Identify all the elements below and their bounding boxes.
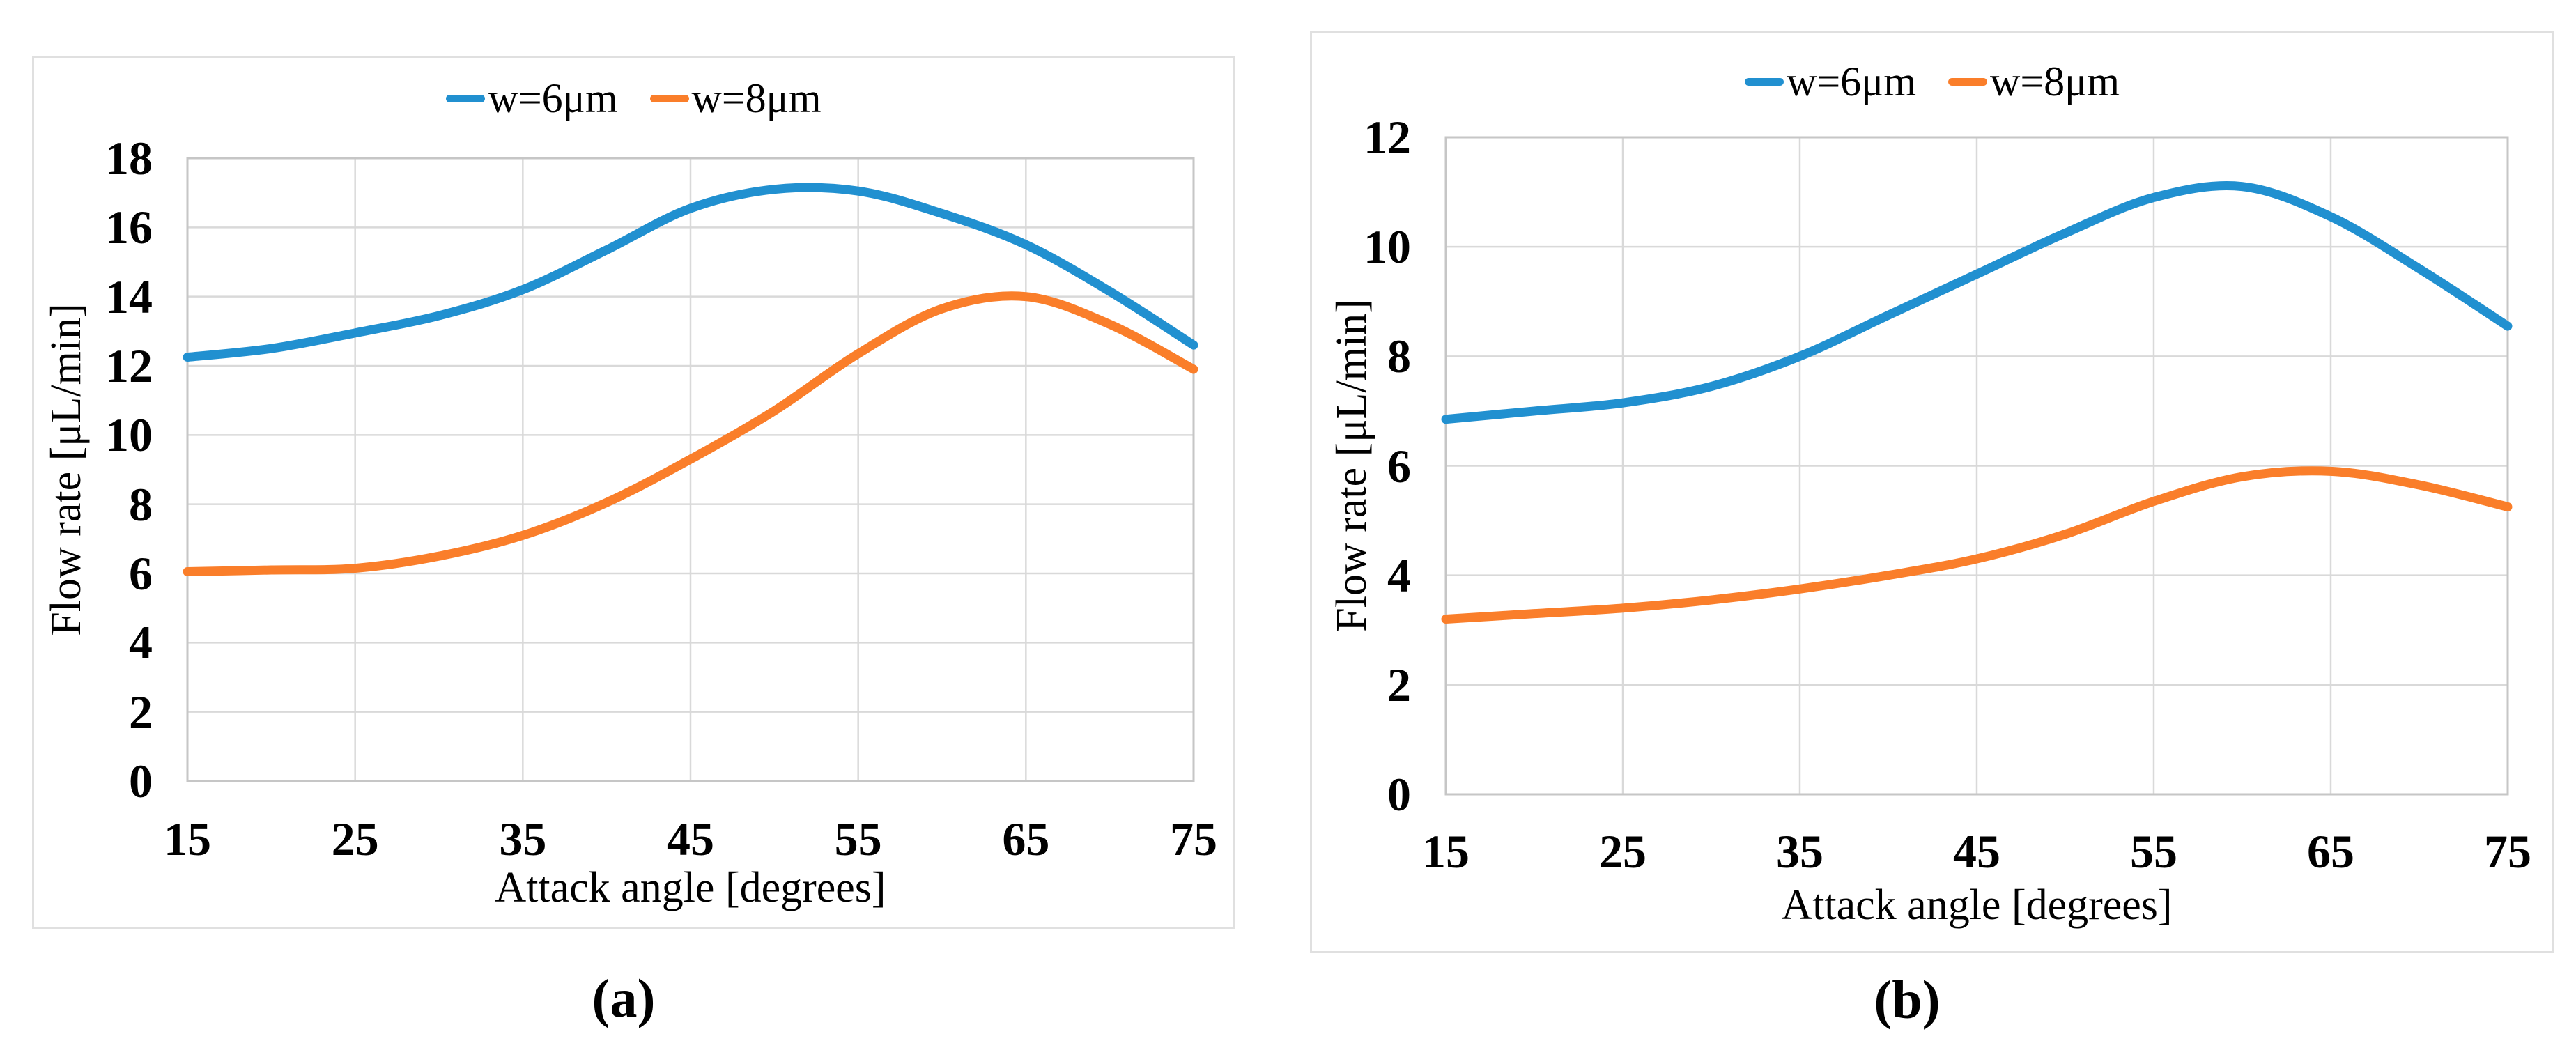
- y-tick-label: 4: [129, 616, 153, 670]
- x-tick-label: 35: [1776, 825, 1823, 878]
- y-tick-label: 10: [105, 408, 153, 462]
- x-tick-label: 75: [2484, 825, 2531, 878]
- legend-label: w=8μm: [1990, 59, 2120, 105]
- legend-item: w=8μm: [1948, 59, 2120, 104]
- y-tick-label: 6: [1387, 439, 1411, 493]
- legend-label: w=6μm: [1786, 59, 1916, 105]
- x-tick-label: 15: [1422, 825, 1470, 878]
- plot-border: [186, 157, 1195, 782]
- y-tick-label: 12: [1364, 111, 1411, 164]
- plot-border: [1444, 136, 2509, 796]
- series-line-w6: [1441, 181, 2513, 424]
- series-line-w6: [183, 183, 1198, 362]
- legend-line-swatch: [1744, 77, 1784, 86]
- x-axis-title: Attack angle [degrees]: [495, 864, 886, 911]
- y-tick-label: 18: [105, 132, 153, 185]
- y-tick-label: 12: [105, 339, 153, 392]
- legend: w=6μm w=8μm: [34, 76, 1233, 121]
- x-tick-label: 35: [499, 812, 547, 865]
- x-tick-label: 55: [834, 812, 882, 865]
- y-tick-label: 6: [129, 547, 153, 600]
- legend-item: w=8μm: [649, 75, 822, 121]
- plot-area: [183, 157, 1198, 782]
- plot-area: [1441, 136, 2513, 796]
- subfigure-caption-b: (b): [1874, 969, 1941, 1030]
- x-tick-label: 45: [667, 812, 714, 865]
- chart-panel-a: w=6μm w=8μm Flow rate [μL/min] Attack ang…: [32, 56, 1235, 929]
- legend-item: w=6μm: [446, 75, 618, 121]
- series-line-w8: [183, 291, 1198, 577]
- legend-label: w=6μm: [488, 75, 618, 121]
- y-tick-label: 14: [105, 270, 153, 323]
- legend-line-swatch: [1948, 77, 1987, 86]
- series-line-w8: [1441, 466, 2513, 624]
- x-tick-label: 75: [1170, 812, 1217, 865]
- y-tick-label: 8: [1387, 330, 1411, 383]
- x-tick-label: 65: [2307, 825, 2354, 878]
- y-tick-label: 2: [129, 685, 153, 739]
- legend-item: w=6μm: [1744, 59, 1916, 105]
- y-tick-label: 10: [1364, 220, 1411, 274]
- y-tick-label: 0: [1387, 768, 1411, 821]
- x-tick-label: 45: [1953, 825, 2000, 878]
- y-tick-label: 8: [129, 477, 153, 531]
- legend-line-swatch: [649, 94, 689, 102]
- y-tick-label: 4: [1387, 548, 1411, 602]
- y-tick-label: 16: [105, 201, 153, 254]
- legend-line-swatch: [446, 94, 486, 102]
- x-tick-label: 55: [2130, 825, 2177, 878]
- y-tick-label: 0: [129, 755, 153, 808]
- legend: w=6μm w=8μm: [1312, 59, 2552, 104]
- legend-label: w=8μm: [691, 75, 822, 121]
- x-axis-title: Attack angle [degrees]: [1781, 881, 2173, 929]
- x-tick-label: 25: [331, 812, 379, 865]
- y-tick-label: 2: [1387, 658, 1411, 711]
- x-tick-label: 25: [1599, 825, 1646, 878]
- chart-panel-b: w=6μm w=8μm Flow rate [μL/min] Attack ang…: [1310, 31, 2554, 953]
- subfigure-caption-a: (a): [592, 968, 656, 1028]
- x-tick-label: 15: [164, 812, 211, 865]
- x-tick-label: 65: [1002, 812, 1050, 865]
